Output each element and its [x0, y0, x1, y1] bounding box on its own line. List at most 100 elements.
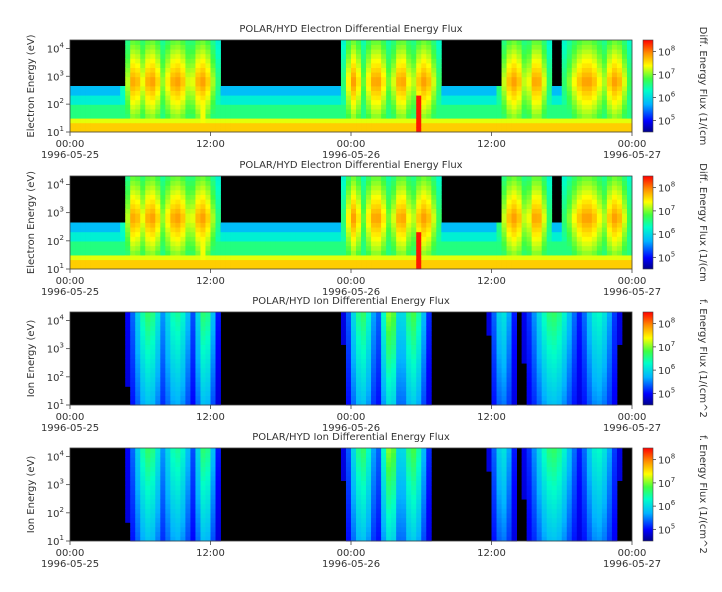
heatmap-cell: [125, 67, 131, 73]
heatmap-cell: [406, 67, 412, 73]
heatmap-cell: [175, 72, 181, 78]
heatmap-cell: [396, 259, 402, 265]
heatmap-cell: [180, 349, 186, 355]
heatmap-cell: [130, 217, 136, 223]
heatmap-cell: [135, 391, 141, 397]
heatmap-cell: [340, 335, 347, 341]
heatmap-cell: [391, 44, 397, 50]
heatmap-cell: [511, 90, 517, 96]
heatmap-cell: [135, 372, 141, 378]
heatmap-cell: [516, 44, 523, 50]
heatmap-cell: [135, 508, 141, 514]
heatmap-cell: [561, 330, 568, 336]
heatmap-cell: [381, 349, 387, 355]
heatmap-cell: [160, 81, 166, 87]
heatmap-cell: [596, 330, 603, 336]
heatmap-cell: [356, 339, 362, 345]
heatmap-cell: [135, 536, 141, 542]
heatmap-cell: [295, 113, 302, 119]
heatmap-cell: [606, 358, 613, 364]
heatmap-cell: [185, 316, 191, 322]
heatmap-cell: [210, 344, 216, 350]
heatmap-cell: [411, 312, 417, 318]
heatmap-cell: [511, 325, 517, 331]
heatmap-cell: [391, 358, 397, 364]
heatmap-cell: [541, 358, 548, 364]
heatmap-cell: [491, 316, 497, 322]
heatmap-cell: [556, 127, 563, 133]
heatmap-cell: [305, 90, 312, 96]
heatmap-cell: [396, 72, 402, 78]
heatmap-cell: [426, 372, 432, 378]
heatmap-cell: [566, 367, 573, 373]
heatmap-cell: [140, 485, 146, 491]
heatmap-cell: [165, 325, 171, 331]
heatmap-cell: [436, 217, 442, 223]
heatmap-cell: [466, 99, 472, 105]
heatmap-cell: [536, 222, 543, 228]
heatmap-cell: [511, 49, 517, 55]
heatmap-cell: [526, 185, 533, 191]
heatmap-cell: [155, 448, 161, 454]
heatmap-cell: [165, 358, 171, 364]
heatmap-cell: [145, 466, 151, 472]
heatmap-cell: [556, 353, 563, 359]
heatmap-cell: [100, 255, 106, 261]
heatmap-cell: [356, 185, 362, 191]
heatmap-cell: [591, 67, 598, 73]
heatmap-cell: [130, 81, 136, 87]
heatmap-cell: [155, 203, 161, 209]
heatmap-cell: [125, 344, 131, 350]
heatmap-cell: [260, 255, 267, 261]
heatmap-cell: [351, 76, 357, 82]
heatmap-cell: [215, 372, 221, 378]
heatmap-cell: [586, 49, 593, 55]
heatmap-cell: [125, 222, 131, 228]
heatmap-cell: [561, 400, 568, 406]
heatmap-cell: [426, 109, 432, 114]
heatmap-cell: [496, 127, 502, 133]
heatmap-cell: [531, 118, 538, 124]
heatmap-cell: [441, 236, 447, 242]
heatmap-cell: [180, 86, 186, 91]
heatmap-cell: [561, 259, 568, 265]
heatmap-cell: [551, 325, 558, 331]
x-tick-label: 00:00: [618, 412, 647, 423]
heatmap-cell: [486, 118, 492, 124]
heatmap-cell: [576, 53, 583, 59]
heatmap-cell: [340, 189, 347, 195]
heatmap-cell: [531, 367, 538, 373]
heatmap-cell: [576, 213, 583, 219]
heatmap-cell: [125, 58, 131, 64]
heatmap-cell: [496, 358, 502, 364]
heatmap-cell: [516, 227, 523, 233]
heatmap-cell: [401, 321, 407, 327]
heatmap-cell: [155, 104, 161, 110]
heatmap-cell: [270, 90, 277, 96]
heatmap-cell: [80, 241, 86, 247]
heatmap-cell: [601, 113, 608, 119]
colorbar-label: Diff. Energy Flux (1/(cm: [697, 163, 708, 282]
heatmap-cell: [165, 227, 171, 233]
heatmap-cell: [90, 264, 96, 270]
heatmap-cell: [125, 367, 131, 373]
heatmap-cell: [180, 367, 186, 373]
heatmap-cell: [381, 400, 387, 406]
heatmap-cell: [551, 113, 558, 119]
heatmap-cell: [386, 185, 392, 191]
heatmap-cell: [401, 391, 407, 397]
heatmap-cell: [145, 377, 151, 383]
heatmap-cell: [521, 344, 528, 350]
heatmap-cell: [561, 63, 568, 68]
heatmap-cell: [185, 95, 191, 101]
heatmap-cell: [180, 316, 186, 322]
heatmap-cell: [611, 189, 618, 195]
heatmap-cell: [135, 321, 141, 327]
heatmap-cell: [511, 109, 517, 114]
heatmap-cell: [456, 259, 462, 265]
heatmap-cell: [411, 321, 417, 327]
heatmap-cell: [591, 312, 598, 318]
heatmap-cell: [381, 58, 387, 64]
heatmap-cell: [320, 231, 327, 237]
heatmap-cell: [230, 227, 236, 233]
